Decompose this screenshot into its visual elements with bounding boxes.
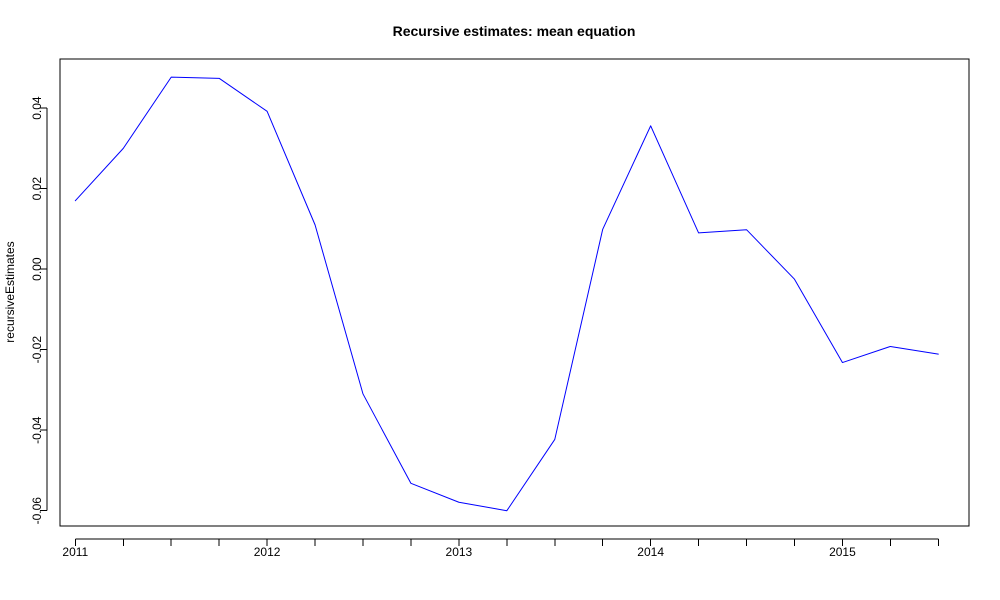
y-tick-label: 0.04 [30,96,44,120]
chart-title: Recursive estimates: mean equation [393,23,636,39]
y-axis-label: recursiveEstimates [3,241,17,342]
y-tick-label: 0.02 [30,177,44,201]
y-tick-label: 0.00 [30,257,44,281]
y-tick-label: -0.06 [30,497,44,525]
x-tick-label: 2011 [62,545,88,559]
plot-area: 2011 2012 2013 2014 2015 -0.06 -0.04 -0.02 0.00 0… [30,58,970,559]
plot-frame [59,58,970,527]
y-tick-label: -0.02 [30,336,44,364]
series-line [74,76,939,512]
x-tick-label: 2013 [446,545,473,559]
x-tick-label: 2014 [637,545,664,559]
y-tick-label: -0.04 [30,416,44,444]
x-tick-label: 2015 [829,545,856,559]
x-tick-label: 2012 [254,545,281,559]
